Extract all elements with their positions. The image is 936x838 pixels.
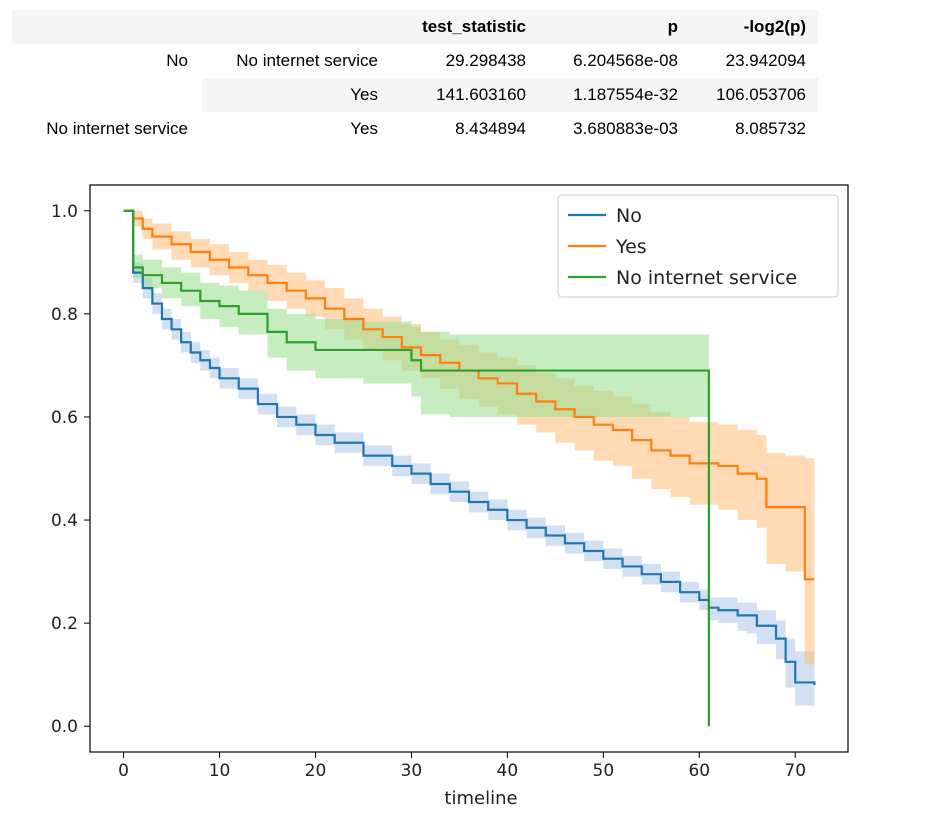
column-header-neglog2p: -log2(p) — [743, 17, 806, 36]
x-tick-label: 20 — [305, 761, 327, 781]
y-tick-label: 1.0 — [51, 202, 78, 222]
confidence-band-2 — [123, 210, 709, 417]
row-index-level1: No internet service — [236, 51, 378, 70]
table-row: No No internet service 29.298438 6.20456… — [12, 44, 818, 78]
cell-p: 1.187554e-32 — [573, 85, 678, 104]
y-tick-label: 0.0 — [51, 717, 78, 737]
x-tick-label: 60 — [688, 761, 710, 781]
cell-neglog2p: 106.053706 — [716, 85, 806, 104]
legend-box — [557, 194, 839, 298]
cell-test-statistic: 29.298438 — [445, 51, 526, 70]
x-tick-label: 40 — [497, 761, 519, 781]
header-shading — [12, 10, 818, 44]
confidence-band-1 — [123, 210, 815, 665]
column-header-test-statistic: test_statistic — [422, 17, 526, 36]
y-tick-label: 0.8 — [51, 305, 78, 325]
cell-p: 6.204568e-08 — [573, 51, 678, 70]
x-tick-label: 30 — [401, 761, 423, 781]
y-tick-label: 0.4 — [51, 511, 78, 531]
row-index-level0: No — [166, 51, 188, 70]
series-line-0 — [123, 209, 816, 685]
axes-frame — [89, 184, 849, 753]
column-header-p: p — [667, 17, 678, 36]
results-table: test_statistic p -log2(p) No No internet… — [12, 10, 818, 146]
row-index-level1: Yes — [350, 119, 378, 138]
cell-neglog2p: 8.085732 — [735, 119, 806, 138]
legend-label-1: Yes — [615, 236, 647, 258]
survival-chart: 0 10 20 30 40 50 60 70 0.0 0.2 0.4 0.6 0.8 1.0 timelin… — [51, 184, 849, 809]
y-tick-label: 0.6 — [51, 408, 78, 428]
x-tick-label: 10 — [209, 761, 231, 781]
row-index-level0: No internet service — [46, 119, 188, 138]
confidence-band-0 — [123, 210, 815, 709]
legend-label-0: No — [616, 205, 642, 227]
cell-p: 3.680883e-03 — [573, 119, 678, 138]
cell-test-statistic: 141.603160 — [436, 85, 526, 104]
table-row: Yes 141.603160 1.187554e-32 106.053706 — [12, 78, 818, 112]
cell-test-statistic: 8.434894 — [455, 119, 526, 138]
series-line-1 — [123, 209, 815, 581]
x-tick-label: 0 — [118, 761, 129, 781]
row-index-level1: Yes — [350, 85, 378, 104]
x-axis-label: timeline — [444, 788, 517, 809]
table-header-row: test_statistic p -log2(p) — [12, 10, 818, 44]
table-row: No internet service Yes 8.434894 3.68088… — [12, 112, 818, 146]
legend-label-2: No internet service — [616, 267, 797, 289]
cell-neglog2p: 23.942094 — [725, 51, 806, 70]
x-tick-label: 50 — [593, 761, 615, 781]
x-tick-label: 70 — [784, 761, 806, 781]
series-line-2 — [123, 209, 710, 727]
y-tick-label: 0.2 — [51, 614, 78, 634]
row-shading — [202, 78, 818, 112]
